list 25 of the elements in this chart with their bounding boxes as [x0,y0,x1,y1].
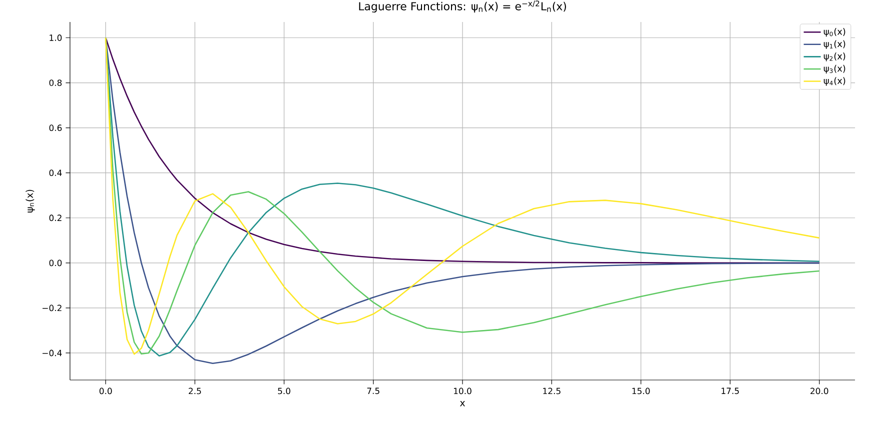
legend-label: ψ$_{0}$(x) [824,28,846,37]
x-axis-title: x [460,401,466,406]
legend-label: ψ$_{4}$(x) [824,77,846,86]
y-axis-title: ψ$_{n}$(x) [26,190,35,212]
x-tick-label: 10.0 [454,388,472,394]
y-tick-label: 1.0 [50,34,62,41]
legend-label: ψ$_{1}$(x) [824,40,846,49]
x-tick-label: 17.5 [722,388,739,394]
legend-label: ψ$_{3}$(x) [824,64,846,74]
chart-title: Laguerre Functions: ψ$_{n}$(x) = e$^{−x/2}$L$_{n}$(x) [359,0,566,12]
y-tick-label: 0.4 [49,170,62,176]
y-tick-label: −0.2 [42,304,62,312]
x-tick-label: 0.0 [100,388,112,394]
x-tick-label: 12.5 [543,388,560,394]
y-tick-label: 0.2 [49,214,62,222]
x-tick-label: 7.5 [367,388,380,394]
x-tick-label: 20.0 [810,388,828,394]
x-tick-label: 2.5 [188,388,201,394]
y-tick-label: −0.4 [42,350,62,356]
y-tick-label: 0.6 [49,124,62,132]
x-tick-label: 15.0 [632,388,650,394]
x-tick-label: 5.0 [278,388,290,394]
legend-label: ψ$_{2}$(x) [824,52,846,62]
y-tick-label: 0.0 [49,260,62,266]
y-tick-label: 0.8 [49,80,62,86]
